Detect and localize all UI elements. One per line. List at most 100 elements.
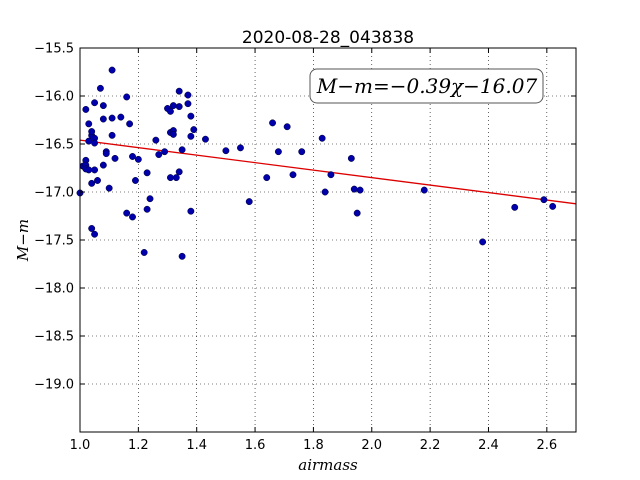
data-point (155, 151, 163, 159)
data-point (105, 184, 113, 192)
x-tick-label: 1.2 (128, 438, 149, 453)
data-point (187, 207, 195, 215)
y-tick-label: −17.0 (34, 186, 74, 201)
y-tick-label: −16.5 (34, 138, 74, 153)
axis-ticks (79, 47, 576, 432)
data-point (117, 113, 125, 121)
y-tick-label: −18.5 (34, 330, 74, 345)
data-point (108, 131, 116, 139)
data-point (222, 147, 230, 155)
data-point (123, 209, 131, 217)
data-point (420, 186, 428, 194)
y-tick-label: −15.5 (34, 42, 74, 57)
data-point (134, 155, 142, 163)
data-point (347, 154, 355, 162)
data-point (152, 136, 160, 144)
x-tick-label: 2.6 (536, 438, 557, 453)
data-point (91, 166, 99, 174)
data-point (96, 84, 104, 92)
data-point (82, 105, 90, 113)
data-point (274, 148, 282, 156)
data-point (91, 99, 99, 107)
data-point (178, 252, 186, 260)
data-point (321, 188, 329, 196)
data-point (85, 120, 93, 128)
data-point (549, 202, 557, 210)
x-tick-label: 1.8 (303, 438, 324, 453)
chart-title: 2020-08-28_043838 (242, 28, 414, 48)
data-point (184, 100, 192, 108)
x-axis-label: airmass (298, 456, 358, 474)
data-point (263, 174, 271, 182)
data-point (327, 171, 335, 179)
data-point (479, 238, 487, 246)
data-point (540, 196, 548, 204)
data-point (237, 144, 244, 152)
data-point (172, 174, 180, 182)
data-point (91, 139, 99, 147)
x-tick-label: 2.2 (420, 438, 441, 453)
data-point (318, 134, 326, 142)
data-point (166, 174, 174, 182)
data-point (190, 126, 198, 134)
data-point (88, 128, 96, 135)
y-tick-label: −16.0 (34, 90, 74, 105)
data-point (99, 161, 107, 169)
data-point (175, 103, 183, 111)
data-point (353, 209, 361, 217)
data-point (140, 249, 148, 256)
data-point (169, 130, 177, 138)
y-tick-labels: −15.5 −16.0 −16.5 −17.0 −17.5 −18.0 −18.5 −19.0 (34, 42, 74, 393)
data-point (102, 150, 110, 158)
data-point (166, 107, 174, 115)
data-point (350, 185, 358, 193)
data-point (187, 112, 195, 120)
data-point (175, 87, 183, 95)
data-point (85, 137, 93, 145)
data-point (245, 198, 253, 206)
y-tick-label: −18.0 (34, 282, 74, 297)
x-tick-label: 1.0 (70, 438, 91, 453)
data-point (94, 177, 101, 184)
x-tick-label: 1.6 (245, 438, 266, 453)
x-tick-label: 2.0 (361, 438, 382, 453)
data-point (146, 195, 154, 203)
data-point (99, 102, 107, 110)
data-point (143, 169, 151, 177)
data-point (129, 153, 136, 160)
data-point (356, 186, 364, 194)
data-point (298, 148, 306, 156)
data-point (169, 102, 177, 110)
data-point (108, 66, 116, 74)
data-point (178, 146, 186, 154)
y-axis-label: M−m (14, 219, 32, 262)
data-point (111, 154, 119, 162)
data-point (131, 177, 139, 184)
data-point (123, 93, 131, 101)
y-tick-label: −19.0 (34, 378, 74, 393)
x-tick-label: 2.4 (478, 438, 499, 453)
data-point (129, 213, 136, 221)
data-point (187, 132, 195, 140)
data-point (283, 123, 291, 131)
data-point (269, 119, 277, 127)
data-point (511, 203, 519, 211)
data-point (99, 115, 107, 123)
data-point (91, 230, 99, 238)
data-point (143, 205, 151, 213)
data-point (184, 91, 192, 99)
x-tick-label: 1.4 (186, 438, 207, 453)
data-point (85, 166, 93, 174)
data-point (88, 225, 96, 232)
data-point (88, 179, 96, 187)
data-point (126, 120, 134, 128)
y-tick-label: −17.5 (34, 234, 74, 249)
data-point (175, 168, 183, 176)
data-point (202, 135, 209, 143)
x-tick-labels: 1.0 1.2 1.4 1.6 1.8 2.0 2.2 2.4 2.6 (70, 438, 558, 453)
annotation-box (309, 68, 544, 104)
data-point (108, 114, 116, 122)
data-points (76, 66, 557, 260)
data-point (161, 148, 169, 156)
fit-equation-annotation: M−m=−0.39χ−16.07 (316, 74, 538, 98)
